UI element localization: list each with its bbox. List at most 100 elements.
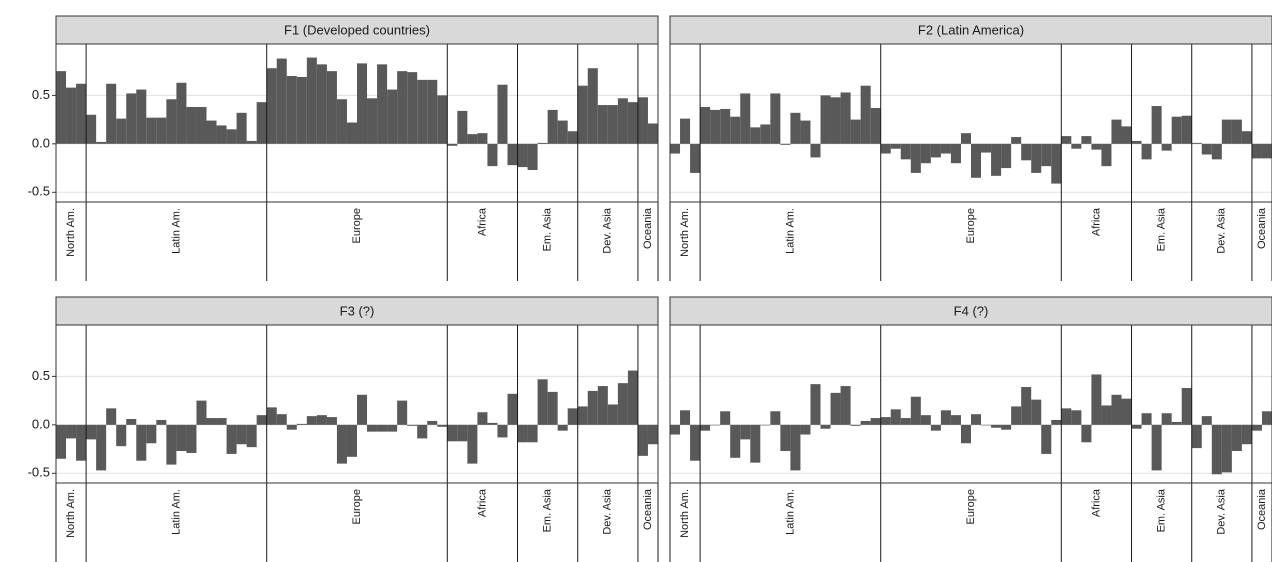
bar xyxy=(186,107,197,144)
bar xyxy=(66,424,77,439)
plot-border xyxy=(55,324,659,484)
bar xyxy=(750,424,761,463)
bar xyxy=(1001,143,1012,169)
bar xyxy=(800,120,811,144)
region-label: Africa xyxy=(476,488,488,517)
bar xyxy=(397,71,408,144)
bar xyxy=(981,143,992,153)
bar xyxy=(890,409,901,425)
bar xyxy=(226,424,237,454)
bar xyxy=(126,419,137,425)
bar xyxy=(587,390,598,425)
bar xyxy=(800,424,811,435)
bar xyxy=(1041,143,1052,167)
region-label: Em. Asia xyxy=(542,207,554,251)
bar xyxy=(730,116,741,144)
bar xyxy=(1181,115,1192,144)
bar xyxy=(1161,143,1172,151)
bar xyxy=(920,143,931,164)
bar xyxy=(1111,119,1122,144)
bar xyxy=(477,133,488,144)
region-label: Dev. Asia xyxy=(602,207,614,254)
bar xyxy=(920,415,931,425)
bar xyxy=(1021,387,1032,425)
bar xyxy=(1171,116,1182,144)
region-label: North Am. xyxy=(679,489,691,538)
bar xyxy=(617,98,628,144)
bar xyxy=(750,127,761,144)
region-label: Latin Am. xyxy=(170,489,182,535)
region-label: Africa xyxy=(1090,488,1102,517)
y-tick-label: 0.0 xyxy=(32,135,50,150)
bar xyxy=(206,120,217,144)
bar xyxy=(437,95,448,144)
bar xyxy=(930,424,941,431)
bar xyxy=(527,424,538,443)
bar xyxy=(557,424,568,431)
bar xyxy=(76,83,87,144)
bar xyxy=(427,79,438,144)
bar xyxy=(910,143,921,173)
region-label: Europe xyxy=(965,489,977,524)
bar xyxy=(710,109,721,144)
bar xyxy=(720,411,731,425)
region-label: Africa xyxy=(476,207,488,236)
y-tick-label: -0.5 xyxy=(28,465,50,480)
bar xyxy=(1041,424,1052,454)
bar xyxy=(196,400,207,425)
bar xyxy=(256,415,267,425)
facet-title: F4 (?) xyxy=(954,303,989,318)
bar xyxy=(1171,421,1182,425)
bar xyxy=(246,140,257,144)
y-tick-label: 0.0 xyxy=(32,416,50,431)
bar xyxy=(86,114,97,144)
region-label: Africa xyxy=(1090,207,1102,236)
bar xyxy=(597,105,608,144)
facet-title: F1 (Developed countries) xyxy=(284,22,430,37)
bar xyxy=(940,143,951,154)
bar xyxy=(840,386,851,425)
region-label: Dev. Asia xyxy=(602,488,614,535)
bar xyxy=(457,424,468,442)
bar xyxy=(226,129,237,144)
bar xyxy=(346,424,357,457)
bar xyxy=(1001,424,1012,430)
bar xyxy=(537,379,548,425)
bar xyxy=(326,417,337,425)
bar xyxy=(156,117,167,144)
bar xyxy=(346,122,357,144)
y-tick-label: 0.5 xyxy=(32,368,50,383)
bar xyxy=(106,408,117,425)
plot-border xyxy=(55,43,659,203)
bar xyxy=(870,107,881,144)
bar xyxy=(1091,374,1102,425)
bar xyxy=(387,424,398,432)
bar xyxy=(246,424,257,448)
region-label: Em. Asia xyxy=(1156,207,1168,251)
bar xyxy=(146,117,157,144)
bar xyxy=(407,424,418,426)
bar xyxy=(900,143,911,160)
region-label: Europe xyxy=(351,208,363,243)
region-label: North Am. xyxy=(65,489,77,538)
bar xyxy=(770,93,781,144)
bar xyxy=(196,107,207,144)
bar xyxy=(971,143,982,178)
region-label: Oceania xyxy=(642,207,654,249)
bar xyxy=(487,143,498,167)
bar xyxy=(1241,424,1252,445)
bar xyxy=(810,384,821,425)
facet-title: F2 (Latin America) xyxy=(918,22,1024,37)
bar xyxy=(617,383,628,425)
region-label: Latin Am. xyxy=(170,208,182,254)
bar xyxy=(507,143,518,166)
bar xyxy=(76,424,87,461)
bar xyxy=(627,370,638,425)
bar xyxy=(567,408,578,425)
region-label: Europe xyxy=(965,208,977,243)
plot-border xyxy=(669,324,1272,484)
bar xyxy=(1211,424,1222,475)
bar xyxy=(367,98,378,144)
bar xyxy=(166,99,177,144)
